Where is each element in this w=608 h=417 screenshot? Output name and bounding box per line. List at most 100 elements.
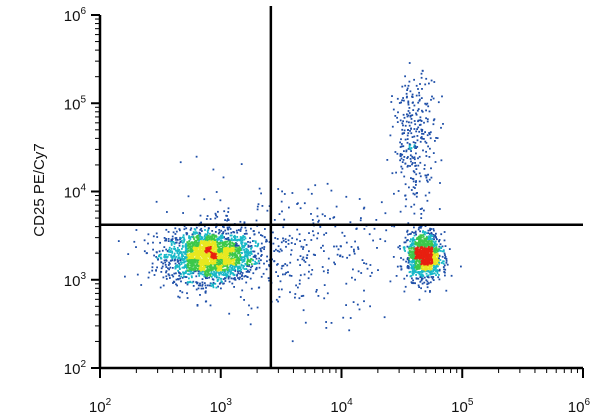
event-dot (165, 259, 168, 261)
event-dot (450, 274, 453, 277)
event-dot (206, 273, 209, 276)
event-dot (164, 256, 166, 259)
event-dot (362, 207, 365, 210)
event-dot (208, 261, 211, 264)
event-dot (249, 277, 252, 280)
event-dot (429, 267, 431, 270)
event-dot (419, 261, 422, 264)
event-dot (204, 291, 207, 293)
event-dot (214, 265, 216, 268)
event-dot (206, 230, 209, 233)
event-dot (196, 259, 198, 262)
event-dot (277, 300, 279, 303)
event-dot (192, 285, 195, 287)
event-dot (223, 241, 226, 244)
event-dot (224, 229, 227, 232)
event-dot (249, 259, 252, 261)
event-dot (207, 258, 210, 261)
event-dot (432, 123, 435, 126)
event-dot (178, 296, 181, 299)
x-tick-label: 105 (451, 397, 474, 416)
event-dot (233, 286, 235, 288)
event-dot (214, 282, 217, 285)
event-dot (316, 215, 319, 218)
event-dot (250, 263, 253, 265)
event-dot (233, 263, 236, 266)
event-dot (256, 205, 259, 208)
event-dot (299, 274, 302, 277)
event-dot (431, 238, 434, 240)
event-dot (235, 265, 237, 268)
event-dot (246, 270, 249, 273)
event-dot (249, 269, 252, 271)
event-dot (406, 274, 408, 277)
event-dot (203, 236, 206, 238)
event-dot (435, 267, 437, 270)
event-dot (210, 285, 213, 287)
event-dot (236, 273, 239, 276)
event-dot (406, 245, 409, 248)
event-dot (198, 248, 201, 251)
event-dot (214, 231, 217, 233)
event-dot (311, 269, 314, 271)
event-dot (405, 149, 408, 152)
event-dot (406, 134, 409, 137)
event-dot (206, 252, 209, 255)
event-dot (414, 252, 417, 255)
event-dot (163, 246, 166, 248)
event-dot (200, 240, 203, 242)
event-dot (406, 138, 409, 140)
event-dot (170, 254, 172, 256)
event-dot (413, 267, 415, 270)
event-dot (190, 255, 193, 258)
event-dot (414, 123, 417, 126)
event-dot (250, 307, 253, 310)
event-dot (438, 245, 441, 248)
event-dot (213, 274, 216, 276)
event-dot (227, 276, 230, 278)
event-dot (241, 272, 244, 274)
event-dot (230, 246, 232, 248)
event-dot (200, 260, 203, 263)
event-dot (187, 254, 189, 256)
event-dot (429, 242, 431, 245)
event-dot (196, 281, 199, 284)
event-dot (261, 234, 264, 237)
event-dot (170, 238, 173, 241)
event-dot (240, 226, 243, 229)
event-dot (240, 257, 242, 259)
event-dot (434, 262, 436, 264)
event-dot (317, 232, 319, 235)
event-dot (414, 248, 417, 251)
event-dot (212, 234, 215, 237)
event-dot (223, 236, 225, 238)
event-dot (205, 254, 208, 257)
event-dot (198, 261, 201, 264)
event-dot (434, 140, 436, 142)
event-dot (222, 236, 224, 239)
event-dot (185, 248, 188, 251)
event-dot (190, 265, 193, 268)
event-dot (412, 257, 414, 260)
event-dot (423, 209, 425, 212)
event-dot (210, 258, 212, 261)
event-dot (176, 259, 179, 261)
event-dot (232, 244, 235, 246)
event-dot (417, 284, 420, 287)
event-dot (244, 262, 247, 265)
event-dot (226, 226, 229, 229)
event-dot (286, 264, 289, 267)
event-dot (278, 213, 281, 215)
event-dot (406, 113, 408, 116)
event-dot (220, 257, 223, 259)
event-dot (260, 275, 263, 278)
event-dot (159, 256, 162, 259)
event-dot (229, 234, 232, 237)
event-dot (191, 260, 193, 263)
event-dot (167, 273, 170, 276)
event-dot (425, 176, 428, 179)
event-dot (167, 264, 170, 266)
event-dot (178, 274, 181, 277)
event-dot (219, 271, 222, 274)
event-dot (174, 227, 177, 230)
